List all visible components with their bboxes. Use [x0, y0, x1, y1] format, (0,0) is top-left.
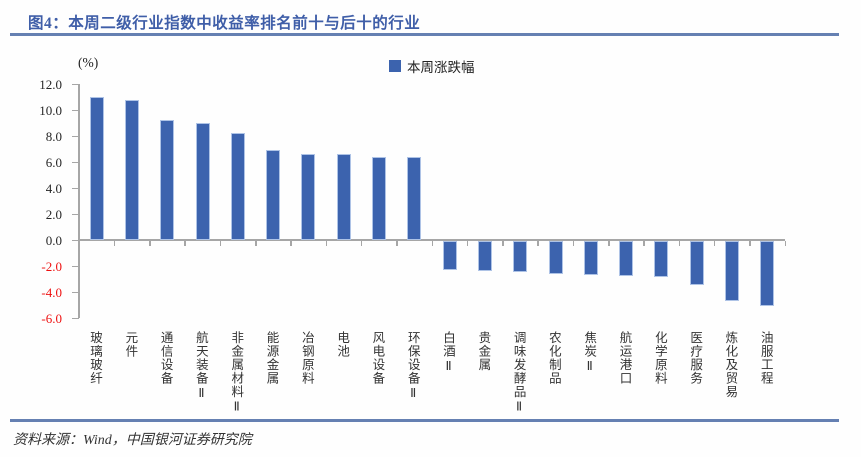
x-axis-line: [79, 239, 785, 241]
bar-白酒Ⅱ: [442, 241, 457, 270]
x-category-label: 化学原料: [652, 331, 667, 385]
bar-焦炭Ⅱ: [583, 241, 598, 275]
y-tick-label: -6.0: [41, 311, 62, 326]
y-tick-mark: [72, 187, 79, 189]
x-tick-mark: [78, 241, 80, 246]
x-category-label: 风电设备: [370, 331, 385, 385]
source-note: 资料来源：Wind，中国银河证券研究院: [13, 433, 252, 448]
figure-title: 图4：本周二级行业指数中收益率排名前十与后十的行业: [28, 15, 421, 32]
y-axis-line: [78, 84, 80, 318]
x-tick-mark: [713, 241, 716, 246]
y-tick-label: 12.0: [39, 77, 62, 92]
bar-环保设备Ⅱ: [407, 156, 422, 240]
bar-电池: [336, 154, 351, 240]
bar-贵金属: [477, 241, 492, 271]
y-tick-mark: [72, 83, 79, 85]
x-category-label: 调味发酵品Ⅱ: [511, 331, 526, 415]
footer-divider: [10, 419, 839, 422]
x-category-label: 冶钢原料: [299, 331, 314, 385]
header-divider: [10, 33, 839, 36]
x-category-label: 贵金属: [476, 331, 491, 372]
y-tick-label: 0.0: [45, 233, 62, 248]
y-tick-label: 4.0: [45, 181, 62, 196]
y-tick-mark: [72, 291, 79, 293]
bar-通信设备: [160, 120, 175, 240]
x-category-label: 农化制品: [546, 331, 561, 385]
y-tick-label: 6.0: [45, 155, 62, 170]
y-axis-unit-label: (%): [78, 55, 99, 70]
x-tick-mark: [219, 241, 222, 246]
x-category-label: 元件: [123, 331, 138, 358]
x-category-label: 通信设备: [158, 331, 173, 385]
x-category-label: 白酒Ⅱ: [441, 331, 456, 374]
x-tick-mark: [678, 241, 681, 246]
x-tick-mark: [466, 241, 469, 246]
x-tick-mark: [572, 241, 575, 246]
legend-swatch-icon: [389, 60, 401, 72]
y-tick-label: -4.0: [41, 285, 62, 300]
x-tick-mark: [784, 241, 786, 246]
bar-元件: [124, 99, 139, 240]
y-tick-mark: [72, 213, 79, 215]
x-category-label: 电池: [335, 331, 350, 358]
bar-化学原料: [654, 241, 669, 278]
x-category-label: 能源金属: [264, 331, 279, 385]
bar-调味发酵品Ⅱ: [513, 241, 528, 273]
y-tick-mark: [72, 317, 79, 319]
x-category-label: 环保设备Ⅱ: [405, 331, 420, 401]
bar-能源金属: [266, 150, 281, 240]
y-tick-label: 10.0: [39, 103, 62, 118]
x-category-label: 玻璃玻纤: [88, 331, 103, 385]
x-category-label: 航运港口: [617, 331, 632, 385]
x-tick-mark: [360, 241, 363, 246]
x-tick-mark: [113, 241, 116, 246]
x-tick-mark: [255, 241, 257, 246]
bar-非金属材料Ⅱ: [230, 133, 245, 240]
x-category-label: 炼化及贸易: [723, 331, 738, 399]
x-category-label: 航天装备Ⅱ: [193, 331, 208, 401]
chart-legend: 本周涨跌幅: [389, 56, 475, 76]
y-tick-mark: [72, 265, 79, 267]
bar-风电设备: [372, 156, 387, 240]
y-tick-mark: [72, 239, 79, 241]
bar-医疗服务: [689, 241, 704, 286]
bar-冶钢原料: [301, 154, 316, 240]
y-tick-label: 8.0: [45, 129, 62, 144]
x-tick-mark: [431, 241, 433, 246]
legend-label: 本周涨跌幅: [407, 60, 475, 75]
x-tick-mark: [149, 241, 151, 246]
bar-炼化及贸易: [725, 241, 740, 301]
x-category-label: 非金属材料Ⅱ: [229, 331, 244, 415]
y-tick-label: -2.0: [41, 259, 62, 274]
bar-玻璃玻纤: [89, 97, 104, 240]
x-tick-mark: [502, 241, 504, 246]
bar-农化制品: [548, 241, 563, 274]
x-tick-mark: [290, 241, 292, 246]
x-tick-mark: [325, 241, 328, 246]
x-category-label: 焦炭Ⅱ: [582, 331, 597, 374]
y-tick-mark: [72, 109, 79, 111]
bar-航运港口: [619, 241, 634, 277]
x-tick-mark: [396, 241, 398, 246]
x-tick-mark: [608, 241, 610, 246]
y-tick-label: 2.0: [45, 207, 62, 222]
x-tick-mark: [749, 241, 751, 246]
x-category-label: 油服工程: [758, 331, 773, 385]
x-tick-mark: [643, 241, 645, 246]
x-tick-mark: [537, 241, 539, 246]
bar-航天装备Ⅱ: [195, 123, 210, 240]
bar-油服工程: [760, 241, 775, 306]
y-tick-mark: [72, 161, 79, 163]
x-category-label: 医疗服务: [688, 331, 703, 385]
x-tick-mark: [184, 241, 186, 246]
y-tick-mark: [72, 135, 79, 137]
